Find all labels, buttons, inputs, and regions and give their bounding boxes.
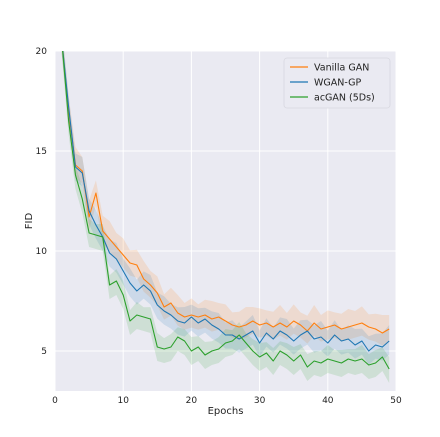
x-tick-label: 20 [186, 396, 198, 406]
legend-box [283, 57, 391, 109]
y-tick-label: 20 [36, 47, 48, 57]
x-axis-label: Epochs [208, 406, 244, 417]
y-tick-label: 10 [36, 247, 48, 257]
band-0 [61, 51, 390, 346]
band-1 [61, 51, 390, 365]
x-tick-label: 10 [117, 396, 129, 406]
x-tick-label: 0 [52, 396, 58, 406]
legend: Vanilla GAN WGAN-GP acGAN (5Ds) [283, 57, 391, 109]
y-tick-label: 5 [41, 347, 47, 357]
legend-label: acGAN (5Ds) [314, 93, 375, 104]
legend-label: Vanilla GAN [314, 63, 369, 74]
confidence-bands [61, 51, 390, 383]
x-tick-label: 40 [322, 396, 334, 406]
x-tick-label: 30 [254, 396, 266, 406]
grid [54, 50, 397, 391]
series-line-2 [62, 51, 390, 370]
y-axis-ticks: 5 10 15 20 [36, 47, 48, 357]
series-lines [62, 51, 390, 370]
x-axis-ticks: 0 10 20 30 40 50 [52, 396, 402, 406]
band-2 [61, 51, 390, 383]
series-line-1 [62, 51, 390, 352]
y-axis-label: FID [24, 213, 35, 230]
legend-label: WGAN-GP [314, 78, 361, 89]
y-tick-label: 15 [36, 147, 47, 157]
series-line-0 [62, 51, 390, 334]
x-tick-label: 50 [390, 396, 402, 406]
